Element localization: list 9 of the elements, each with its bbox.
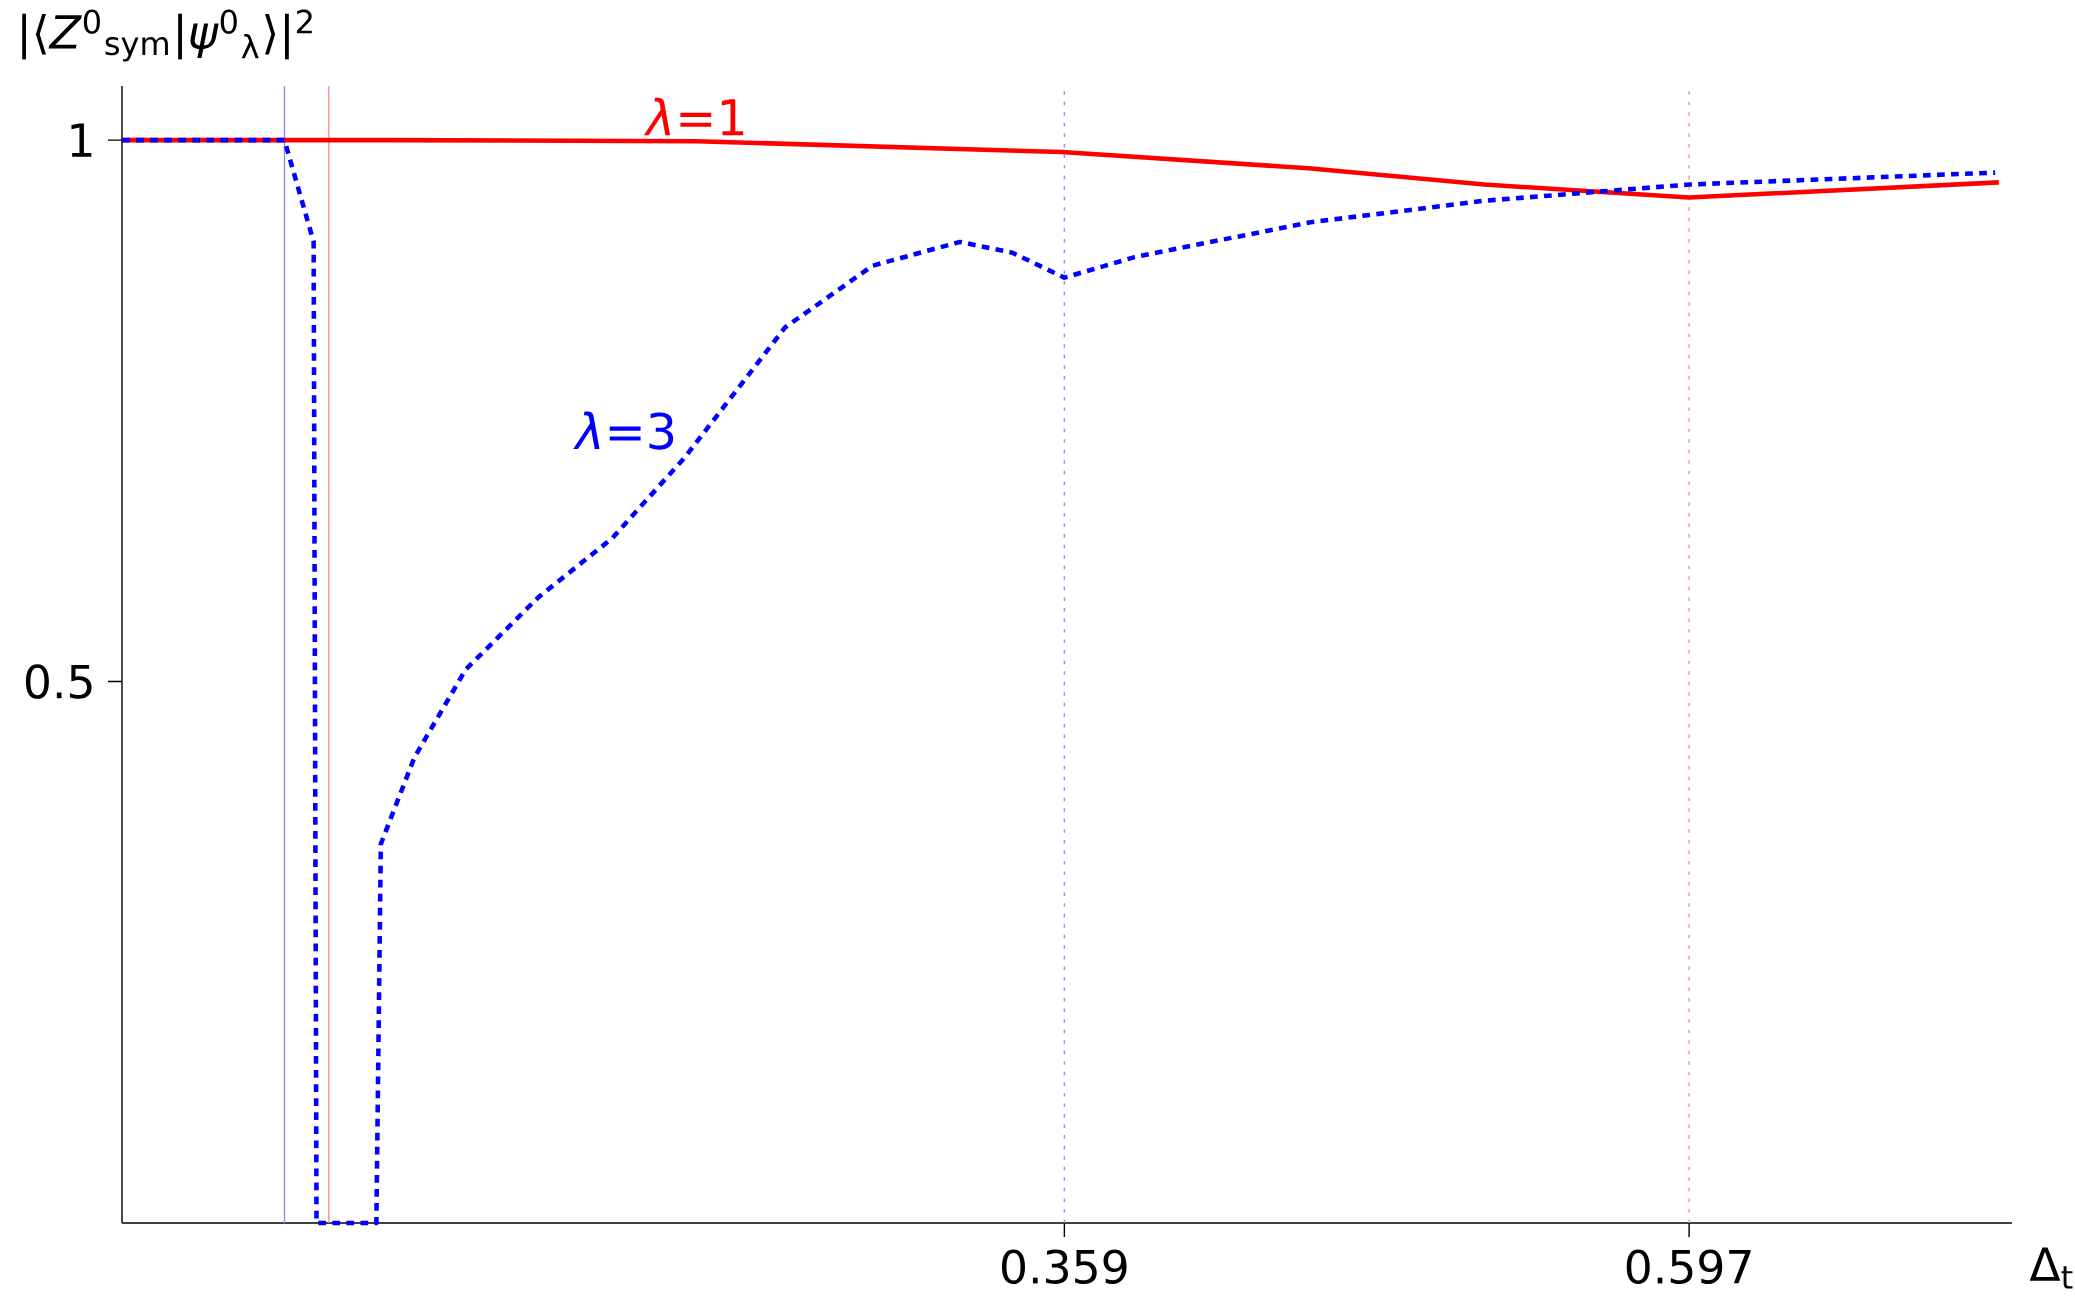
x-tick-label: 0.359 (1002, 1249, 1127, 1285)
series-label: λ=1 (643, 97, 744, 136)
text: |⟨Z$^{0}$$_{sym}$|ψ$^{0}$$_{λ}$⟩|$^{2}$ (22, 9, 312, 62)
series-label: λ=3 (573, 411, 674, 450)
x-tick-label: 0.597 (1626, 1249, 1751, 1285)
x-axis-title: Δ$_{t}$ (2029, 1247, 2073, 1289)
line-series (119, 137, 1998, 1226)
y-tick-label: 1 (71, 123, 92, 157)
y-tick-label: 0.5 (25, 664, 92, 699)
